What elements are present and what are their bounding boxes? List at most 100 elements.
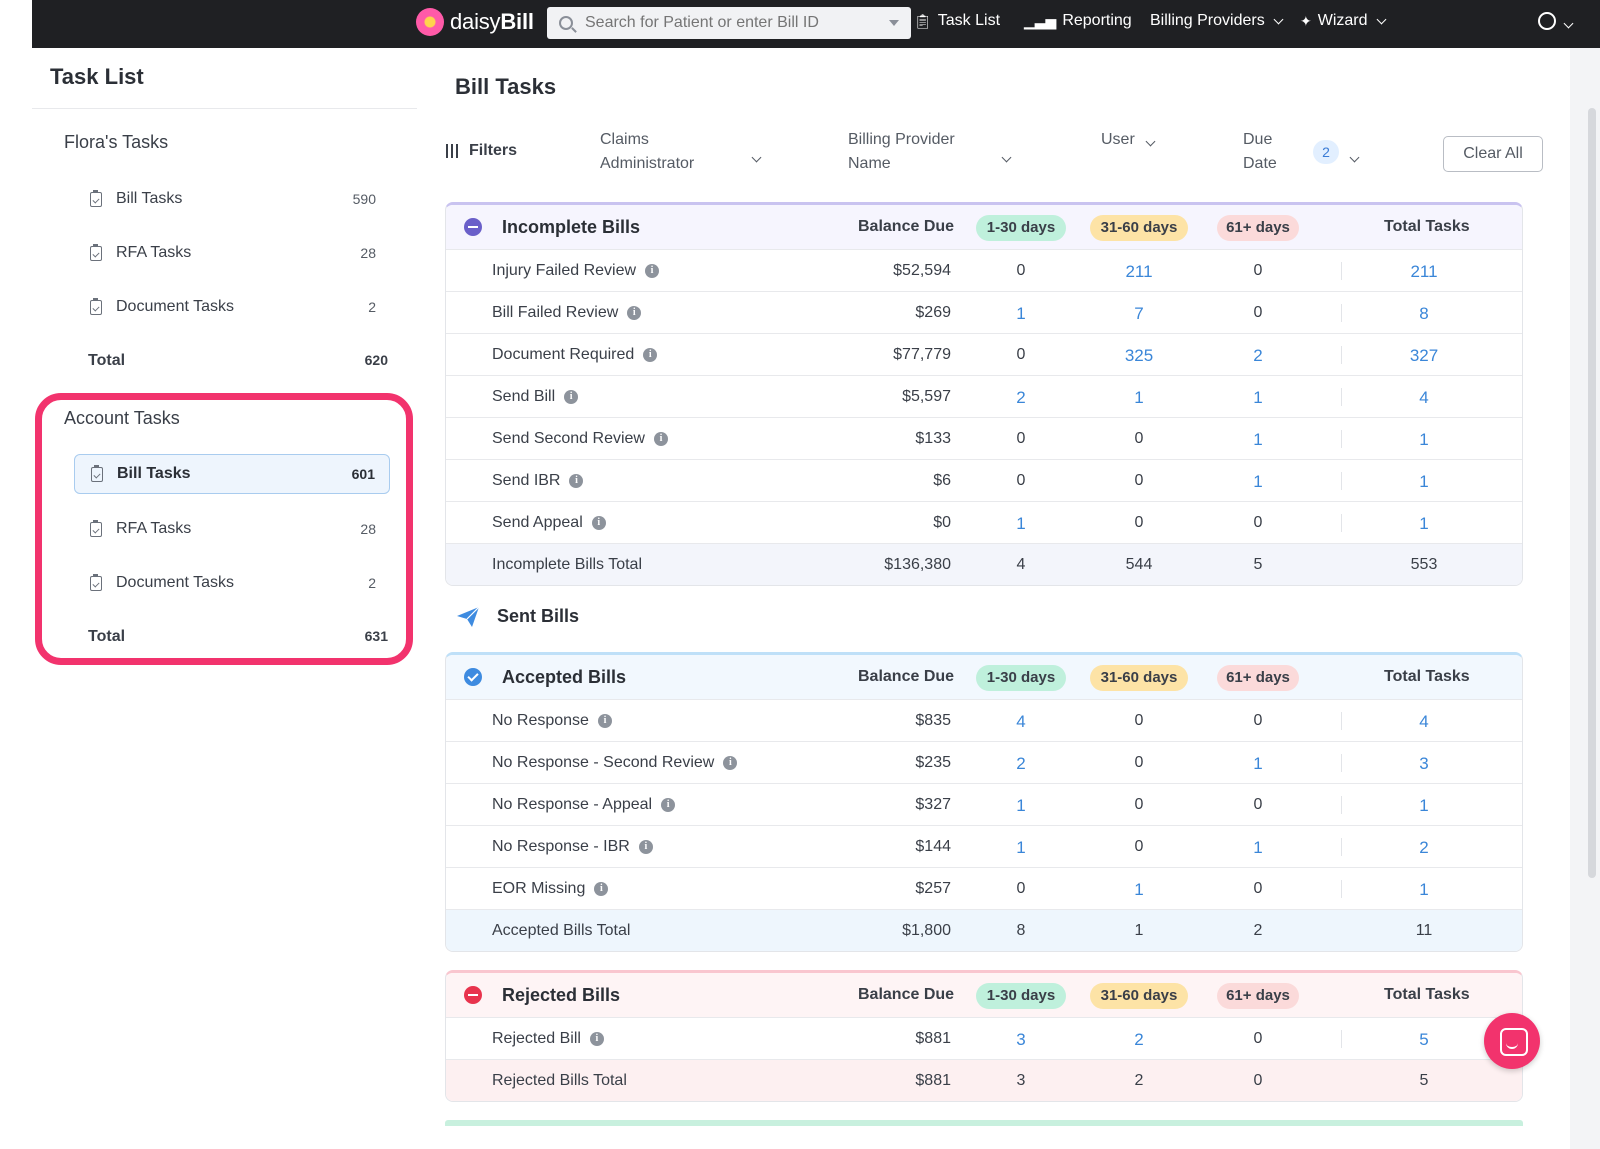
info-icon[interactable]: i <box>591 516 606 530</box>
d2-cell[interactable]: 325 <box>1124 346 1154 365</box>
d3-cell[interactable]: 1 <box>1253 472 1263 491</box>
info-icon[interactable]: i <box>597 714 612 728</box>
table-row[interactable]: No Response - IBR i $144 1 0 1 2 <box>446 825 1522 867</box>
info-icon[interactable]: i <box>569 474 584 488</box>
total-tasks-cell[interactable]: 8 <box>1419 304 1429 323</box>
user-menu-chevron[interactable] <box>1561 14 1574 32</box>
total-tasks-cell[interactable]: 1 <box>1419 796 1429 815</box>
patient-search-box[interactable] <box>547 7 911 39</box>
chevron-down-icon[interactable] <box>749 148 762 166</box>
sidebar-item-flora-rfa-tasks[interactable]: RFA Tasks 28 <box>74 233 390 273</box>
nav-billing-providers[interactable]: Billing Providers <box>1150 12 1284 30</box>
total-tasks-cell[interactable]: 2 <box>1419 838 1429 857</box>
table-row[interactable]: Send Bill i $5,597 2 1 1 4 <box>446 375 1522 417</box>
chevron-down-icon[interactable] <box>999 148 1012 166</box>
balance-due-cell: $5,597 <box>902 388 951 405</box>
sidebar-item-flora-document-tasks[interactable]: Document Tasks 2 <box>74 287 390 327</box>
d1-cell[interactable]: 1 <box>1016 304 1026 323</box>
nav-wizard[interactable]: ✦ Wizard <box>1300 12 1386 30</box>
info-icon[interactable]: i <box>564 390 579 404</box>
minus-circle-icon[interactable] <box>464 986 482 1004</box>
info-icon[interactable]: i <box>638 840 653 854</box>
total-tasks-cell[interactable]: 327 <box>1409 346 1439 365</box>
d1-cell[interactable]: 3 <box>1016 1030 1026 1049</box>
nav-reporting[interactable]: ▁▃▅ Reporting <box>1024 12 1132 30</box>
d2-cell[interactable]: 1 <box>1134 388 1144 407</box>
user-account-icon[interactable] <box>1538 12 1556 30</box>
info-icon[interactable]: i <box>627 306 642 320</box>
table-row[interactable]: Bill Failed Review i $269 1 7 0 8 <box>446 291 1522 333</box>
table-row[interactable]: Injury Failed Review i $52,594 0 211 0 211 <box>446 249 1522 291</box>
info-icon[interactable]: i <box>645 264 660 278</box>
balance-due-cell: $6 <box>933 472 951 489</box>
collapse-minus-icon[interactable] <box>464 218 482 236</box>
table-row[interactable]: EOR Missing i $257 0 1 0 1 <box>446 867 1522 909</box>
nav-task-list[interactable]: 📋︎ Task List <box>914 12 1000 30</box>
info-icon[interactable]: i <box>589 1032 604 1046</box>
table-row[interactable]: Send IBR i $6 0 0 1 1 <box>446 459 1522 501</box>
claims-administrator-filter[interactable]: Claims Administrator <box>600 128 694 176</box>
scrollbar-thumb[interactable] <box>1588 108 1596 878</box>
table-row[interactable]: No Response - Appeal i $327 1 0 0 1 <box>446 783 1522 825</box>
daisybill-logo[interactable]: daisyBill <box>416 8 534 36</box>
sidebar-item-account-bill-tasks[interactable]: Bill Tasks 601 <box>74 454 390 494</box>
table-row[interactable]: Document Required i $77,779 0 325 2 327 <box>446 333 1522 375</box>
magic-wand-icon: ✦ <box>1300 12 1312 29</box>
main-content: Bill Tasks Filters Claims Administrator … <box>417 48 1570 1149</box>
search-input[interactable] <box>585 14 875 32</box>
total-tasks-cell[interactable]: 4 <box>1419 712 1429 731</box>
d2-cell[interactable]: 7 <box>1134 304 1144 323</box>
billing-provider-filter[interactable]: Billing Provider Name <box>848 128 955 176</box>
clear-all-button[interactable]: Clear All <box>1443 136 1543 172</box>
chevron-down-icon[interactable] <box>1347 148 1360 166</box>
table-row[interactable]: Send Second Review i $133 0 0 1 1 <box>446 417 1522 459</box>
d2-cell[interactable]: 211 <box>1125 262 1153 281</box>
due-date-filter[interactable]: Due Date <box>1243 128 1277 176</box>
daisy-flower-icon <box>416 8 444 36</box>
info-icon[interactable]: i <box>723 756 738 770</box>
d3-cell: 0 <box>1253 1072 1263 1089</box>
sidebar-item-flora-bill-tasks[interactable]: Bill Tasks 590 <box>74 179 390 219</box>
check-circle-icon[interactable] <box>464 668 482 686</box>
d3-cell[interactable]: 1 <box>1253 388 1263 407</box>
d1-cell[interactable]: 4 <box>1016 712 1026 731</box>
chevron-down-icon[interactable] <box>1143 132 1156 150</box>
d3-cell[interactable]: 1 <box>1253 754 1263 773</box>
info-icon[interactable]: i <box>594 882 609 896</box>
total-tasks-cell[interactable]: 4 <box>1419 388 1429 407</box>
total-tasks-cell[interactable]: 1 <box>1419 430 1429 449</box>
sidebar-item-account-document-tasks[interactable]: Document Tasks 2 <box>74 563 390 603</box>
d1-cell[interactable]: 2 <box>1016 754 1026 773</box>
search-dropdown-caret-icon[interactable] <box>889 20 899 26</box>
d3-cell[interactable]: 2 <box>1253 346 1263 365</box>
d1-cell[interactable]: 1 <box>1016 796 1026 815</box>
info-icon[interactable]: i <box>653 432 668 446</box>
61-plus-days-header: 61+ days <box>1217 665 1299 691</box>
d3-cell[interactable]: 1 <box>1253 838 1263 857</box>
info-icon[interactable]: i <box>643 348 658 362</box>
d2-cell[interactable]: 2 <box>1134 1030 1144 1049</box>
d1-cell[interactable]: 1 <box>1016 514 1026 533</box>
d2-cell[interactable]: 1 <box>1134 880 1144 899</box>
user-filter[interactable]: User <box>1101 128 1135 152</box>
total-tasks-cell[interactable]: 3 <box>1419 754 1429 773</box>
total-tasks-cell[interactable]: 211 <box>1410 262 1438 281</box>
d3-cell[interactable]: 1 <box>1253 430 1263 449</box>
filters-toggle[interactable]: Filters <box>445 142 517 160</box>
total-tasks-cell[interactable]: 5 <box>1419 1030 1429 1049</box>
info-icon[interactable]: i <box>661 798 676 812</box>
chat-support-button[interactable] <box>1484 1013 1540 1069</box>
total-tasks-cell[interactable]: 1 <box>1419 472 1429 491</box>
total-tasks-cell[interactable]: 1 <box>1419 514 1429 533</box>
d1-cell[interactable]: 2 <box>1016 388 1026 407</box>
accepted-rows: No Response i $835 4 0 0 4 No Response - Second… <box>446 699 1522 951</box>
sidebar-item-account-rfa-tasks[interactable]: RFA Tasks 28 <box>74 509 390 549</box>
table-row[interactable]: No Response i $835 4 0 0 4 <box>446 699 1522 741</box>
column-divider <box>1341 472 1342 490</box>
d1-cell[interactable]: 1 <box>1016 838 1026 857</box>
table-row[interactable]: Rejected Bill i $881 3 2 0 5 <box>446 1017 1522 1059</box>
total-tasks-cell[interactable]: 1 <box>1419 880 1429 899</box>
table-row[interactable]: Send Appeal i $0 1 0 0 1 <box>446 501 1522 543</box>
scrollbar-track[interactable] <box>1570 48 1600 1149</box>
table-row[interactable]: No Response - Second Review i $235 2 0 1 3 <box>446 741 1522 783</box>
